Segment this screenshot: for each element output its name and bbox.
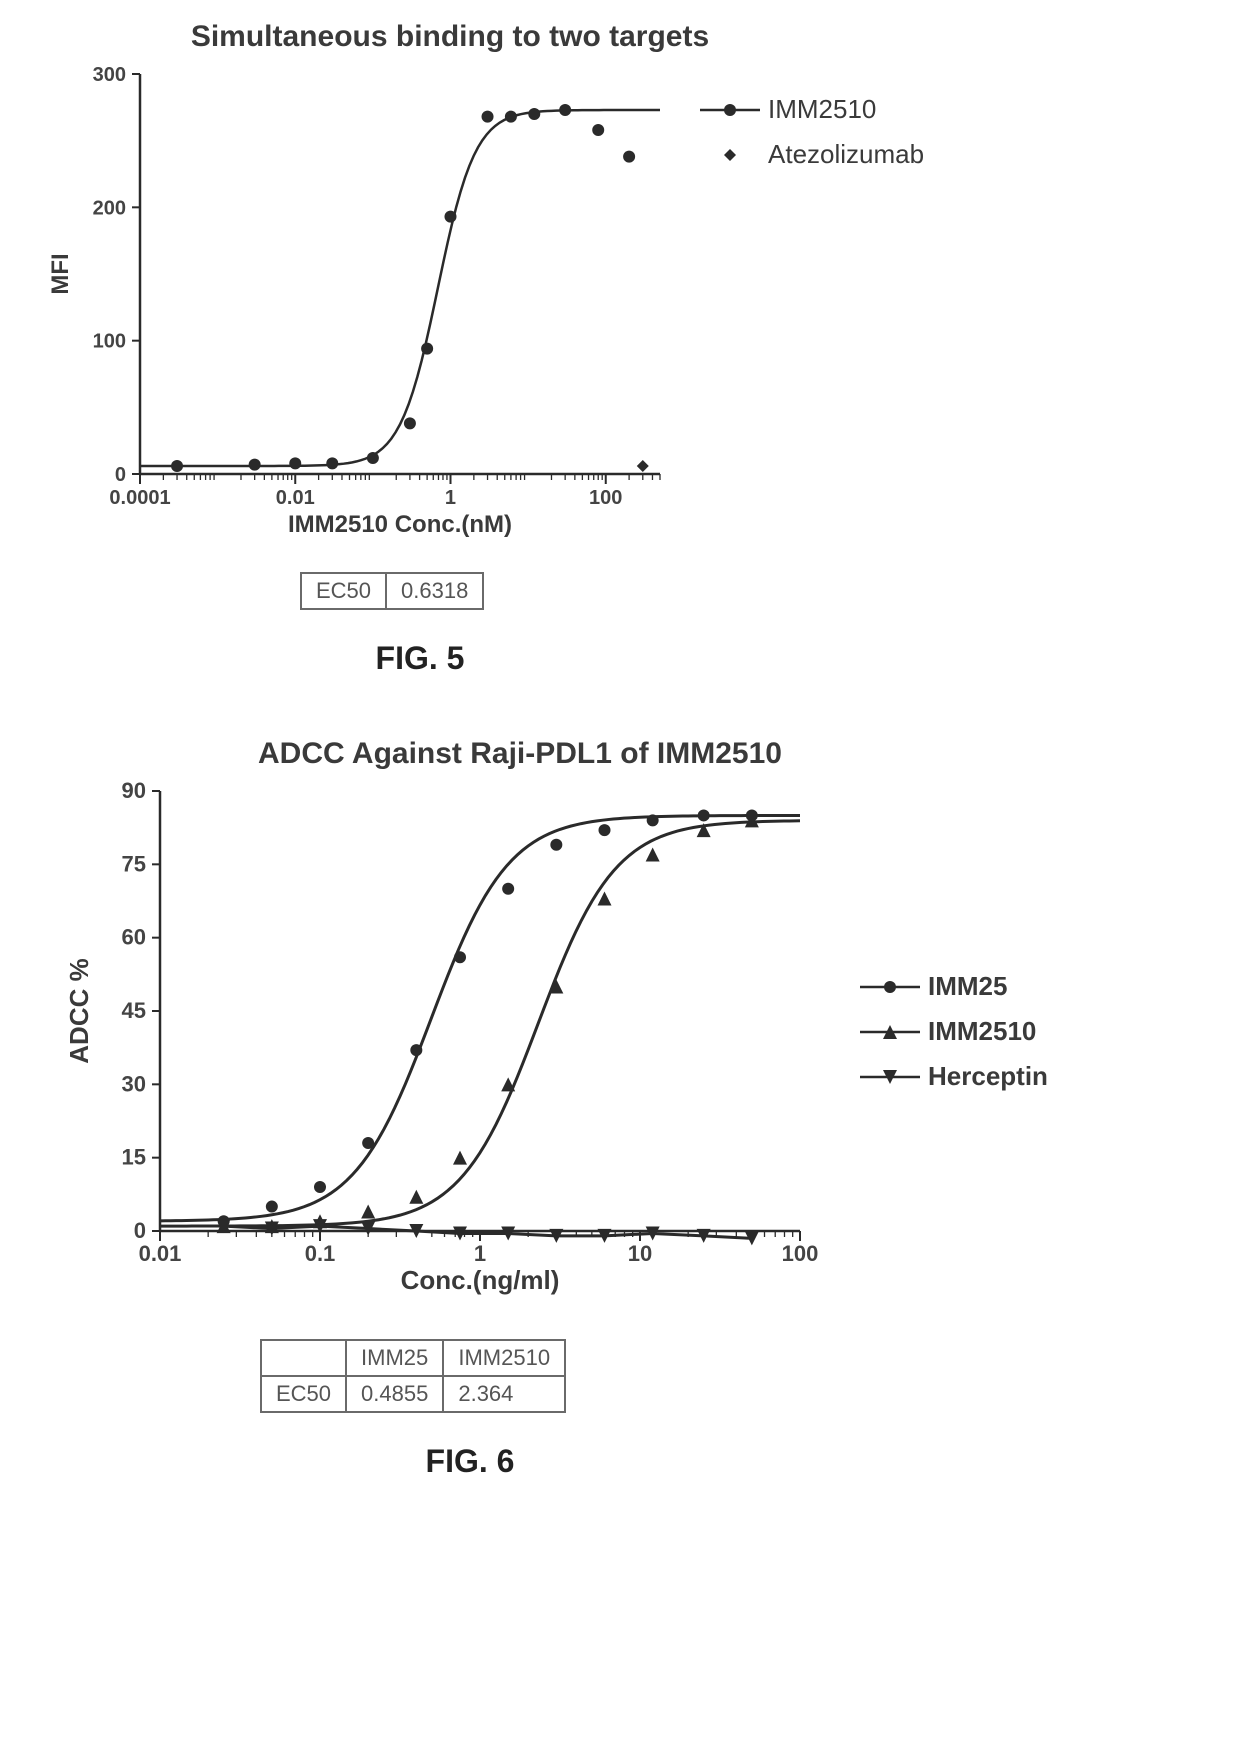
fig5-title: Simultaneous binding to two targets xyxy=(100,20,800,54)
svg-text:60: 60 xyxy=(122,925,146,950)
svg-text:0.0001: 0.0001 xyxy=(109,487,170,509)
svg-text:30: 30 xyxy=(122,1071,146,1096)
svg-text:1: 1 xyxy=(445,487,456,509)
svg-text:0: 0 xyxy=(134,1218,146,1243)
svg-text:0: 0 xyxy=(115,464,126,486)
legend-item: IMM25 xyxy=(860,971,1048,1002)
table-header-cell: IMM2510 xyxy=(443,1340,565,1376)
legend-item: Atezolizumab xyxy=(700,139,924,170)
svg-text:0.01: 0.01 xyxy=(276,487,315,509)
table-cell: 0.6318 xyxy=(386,573,483,609)
table-header-cell: IMM25 xyxy=(346,1340,443,1376)
svg-text:200: 200 xyxy=(93,197,126,219)
legend-label: IMM2510 xyxy=(928,1016,1036,1047)
svg-text:10: 10 xyxy=(628,1241,652,1266)
legend-item: Herceptin xyxy=(860,1061,1048,1092)
figure-6-block: ADCC Against Raji-PDL1 of IMM2510 0 15 30 4… xyxy=(20,737,1220,1480)
svg-text:90: 90 xyxy=(122,778,146,803)
svg-text:100: 100 xyxy=(93,331,126,353)
fig6-caption: FIG. 6 xyxy=(20,1443,920,1480)
table-header-cell xyxy=(261,1340,346,1376)
figure-5-block: Simultaneous binding to two targets 0 100… xyxy=(20,20,1220,677)
table-cell: 0.4855 xyxy=(346,1376,443,1412)
legend-item: IMM2510 xyxy=(700,94,924,125)
table-cell: EC50 xyxy=(301,573,386,609)
fig6-plot-wrap: 0 15 30 45 60 75 90 0.01 0.1 1 10 100 Conc.(ng/ml) AD… xyxy=(20,771,1220,1331)
legend-label: Atezolizumab xyxy=(768,139,924,170)
fig5-caption: FIG. 5 xyxy=(20,640,820,677)
legend-label: Herceptin xyxy=(928,1061,1048,1092)
fig5-ec50-table: EC500.6318 xyxy=(300,572,484,610)
table-cell: EC50 xyxy=(261,1376,346,1412)
fig6-title: ADCC Against Raji-PDL1 of IMM2510 xyxy=(120,737,920,771)
svg-text:1: 1 xyxy=(474,1241,486,1266)
svg-text:100: 100 xyxy=(782,1241,819,1266)
legend-label: IMM2510 xyxy=(768,94,876,125)
table-cell: 2.364 xyxy=(443,1376,565,1412)
svg-text:0.1: 0.1 xyxy=(305,1241,336,1266)
svg-text:ADCC %: ADCC % xyxy=(64,958,94,1063)
svg-text:MFI: MFI xyxy=(47,253,74,294)
fig5-legend: IMM2510 Atezolizumab xyxy=(700,94,924,184)
svg-text:15: 15 xyxy=(122,1145,146,1170)
svg-text:45: 45 xyxy=(122,998,146,1023)
svg-text:0.01: 0.01 xyxy=(139,1241,182,1266)
fig6-legend: IMM25 IMM2510 Herceptin xyxy=(860,971,1048,1106)
svg-text:300: 300 xyxy=(93,64,126,86)
svg-text:IMM2510 Conc.(nM): IMM2510 Conc.(nM) xyxy=(288,511,512,538)
fig5-plot-wrap: 0 100 200 300 0.0001 0.01 1 100 IMM2510 Conc.(nM… xyxy=(20,54,1220,564)
svg-text:100: 100 xyxy=(589,487,622,509)
svg-text:75: 75 xyxy=(122,851,146,876)
legend-item: IMM2510 xyxy=(860,1016,1048,1047)
fig6-ec50-table: IMM25IMM2510 EC500.48552.364 xyxy=(260,1339,566,1413)
legend-label: IMM25 xyxy=(928,971,1007,1002)
svg-text:Conc.(ng/ml): Conc.(ng/ml) xyxy=(401,1265,560,1295)
